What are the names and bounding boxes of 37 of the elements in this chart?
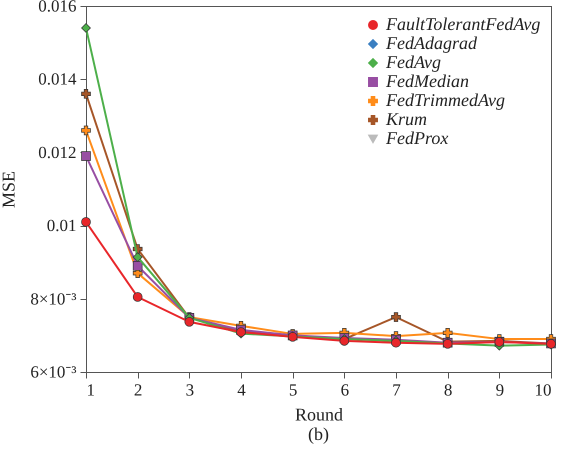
text: (b) — [308, 424, 329, 444]
x-tick-label: 5 — [288, 380, 298, 400]
point — [132, 292, 142, 302]
point — [81, 23, 91, 33]
legend-label: FaultTolerantFedAvg — [385, 14, 540, 34]
point — [132, 261, 142, 271]
y-tick-label: 0.016 — [38, 0, 76, 16]
x-tick-label: 8 — [444, 380, 452, 400]
x-tick-label: 4 — [237, 380, 246, 400]
point — [81, 151, 91, 161]
legend-label: FedAvg — [385, 52, 441, 72]
x-tick-label: 9 — [496, 380, 504, 400]
point — [184, 317, 194, 327]
x-axis-title: Round — [294, 404, 344, 424]
x-tick-label: 10 — [534, 380, 552, 400]
point — [81, 126, 91, 136]
x-tick-label: 1 — [86, 380, 95, 400]
x-tick-label: 2 — [134, 380, 142, 400]
y-tick-label: 0.012 — [38, 142, 76, 162]
y-tick-label: 0.01 — [46, 216, 76, 236]
point — [391, 312, 401, 322]
x-tick-label: 3 — [186, 380, 194, 400]
y-tick-label: 0.014 — [38, 70, 77, 89]
y-axis-title: MSE — [0, 170, 18, 208]
legend-label: FedProx — [385, 128, 448, 148]
x-tick-label: 7 — [392, 380, 402, 400]
y-tick-label: 8×10⁻³ — [30, 289, 76, 308]
point — [132, 252, 142, 262]
legend-label: Krum — [385, 109, 428, 129]
y-tick-label: 6×10⁻³ — [30, 362, 76, 382]
legend-label: FedTrimmedAvg — [385, 90, 505, 110]
point — [442, 328, 452, 338]
legend-label: FedMedian — [385, 71, 469, 91]
legend-label: FedAdagrad — [385, 33, 478, 53]
point — [81, 217, 91, 227]
x-tick-label: 6 — [340, 380, 350, 400]
point — [81, 89, 91, 99]
